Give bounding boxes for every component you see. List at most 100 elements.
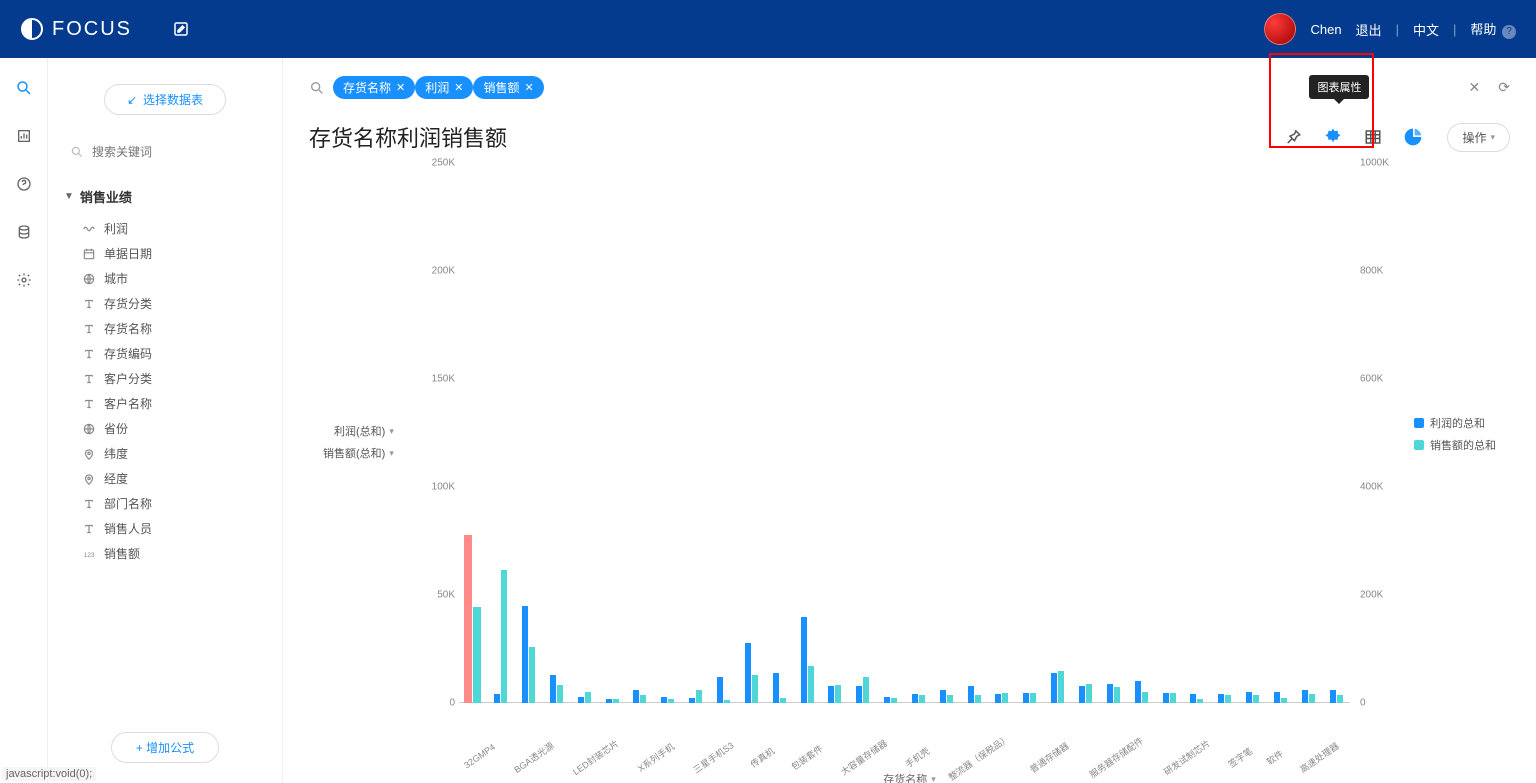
avatar[interactable] bbox=[1264, 13, 1296, 45]
x-label: 三星手机S3 bbox=[690, 739, 736, 777]
bar-group[interactable] bbox=[710, 163, 738, 703]
plot: 250K200K150K100K50K0 1000K800K600K400K20… bbox=[459, 163, 1350, 703]
bar-group[interactable] bbox=[626, 163, 654, 703]
tree-item[interactable]: 省份 bbox=[64, 416, 266, 441]
select-table-button[interactable]: ↙选择数据表 bbox=[104, 84, 226, 115]
bar-group[interactable] bbox=[877, 163, 905, 703]
edit-icon[interactable] bbox=[172, 20, 190, 38]
search-icon bbox=[70, 145, 84, 159]
bar-group[interactable] bbox=[1155, 163, 1183, 703]
chart-type-icon[interactable] bbox=[1403, 127, 1423, 147]
topbar: FOCUS Chen 退出 | 中文 | 帮助 ? bbox=[0, 0, 1536, 58]
bar-group[interactable] bbox=[487, 163, 515, 703]
bar-group[interactable] bbox=[988, 163, 1016, 703]
bar-group[interactable] bbox=[1183, 163, 1211, 703]
x-label: 研发试制芯片 bbox=[1161, 737, 1213, 779]
tree-item[interactable]: 单据日期 bbox=[64, 241, 266, 266]
legend-item-s1[interactable]: 利润的总和 bbox=[1414, 415, 1496, 431]
bar-group[interactable] bbox=[1266, 163, 1294, 703]
search-icon bbox=[309, 80, 325, 96]
bar-group[interactable] bbox=[905, 163, 933, 703]
tree-item[interactable]: 经度 bbox=[64, 466, 266, 491]
y-left-title[interactable]: 利润(总和)▾ bbox=[334, 423, 394, 439]
bar-group[interactable] bbox=[793, 163, 821, 703]
chevron-down-icon: ▾ bbox=[931, 774, 936, 783]
main: 存货名称✕利润✕销售额✕ ✕ ⟳ 存货名称利润销售额 图表属性 操作▾ 利润(总… bbox=[283, 58, 1536, 783]
tree-item[interactable]: 存货编码 bbox=[64, 341, 266, 366]
bar-group[interactable] bbox=[1127, 163, 1155, 703]
x-axis-title[interactable]: 存货名称▾ bbox=[883, 771, 936, 783]
bar-group[interactable] bbox=[849, 163, 877, 703]
operations-button[interactable]: 操作▾ bbox=[1447, 123, 1510, 152]
sidebar: ↙选择数据表 ▼销售业绩 利润单据日期城市存货分类存货名称存货编码客户分类客户名… bbox=[48, 58, 283, 783]
legend: 利润的总和 销售额的总和 bbox=[1414, 415, 1496, 459]
bar-group[interactable] bbox=[1099, 163, 1127, 703]
query-chip[interactable]: 销售额✕ bbox=[473, 76, 543, 99]
bar-group[interactable] bbox=[543, 163, 571, 703]
bar-group[interactable] bbox=[821, 163, 849, 703]
x-label: 32GMP4 bbox=[462, 742, 499, 773]
bar-group[interactable] bbox=[1044, 163, 1072, 703]
left-rail bbox=[0, 58, 48, 783]
username[interactable]: Chen bbox=[1310, 22, 1341, 37]
y-right-title[interactable]: 销售额(总和)▾ bbox=[323, 445, 394, 461]
tree-item[interactable]: 利润 bbox=[64, 216, 266, 241]
tree-item[interactable]: 部门名称 bbox=[64, 491, 266, 516]
chip-remove-icon[interactable]: ✕ bbox=[396, 81, 405, 94]
legend-item-s2[interactable]: 销售额的总和 bbox=[1414, 437, 1496, 453]
bar-group[interactable] bbox=[737, 163, 765, 703]
bar-group[interactable] bbox=[960, 163, 988, 703]
tree-item[interactable]: 123销售额 bbox=[64, 541, 266, 566]
x-label: X系列手机 bbox=[635, 740, 677, 775]
tree-group[interactable]: ▼销售业绩 bbox=[64, 187, 266, 206]
logout-link[interactable]: 退出 bbox=[1356, 20, 1382, 39]
table-view-icon[interactable] bbox=[1363, 127, 1383, 147]
rail-help-icon[interactable] bbox=[14, 174, 34, 194]
bar-group[interactable] bbox=[1211, 163, 1239, 703]
x-label: 签字笔 bbox=[1225, 744, 1255, 770]
refresh-icon[interactable]: ⟳ bbox=[1498, 79, 1510, 96]
caret-icon: ▼ bbox=[64, 191, 74, 202]
clear-query-icon[interactable]: ✕ bbox=[1469, 79, 1481, 96]
x-label: LED封装芯片 bbox=[570, 737, 621, 778]
tree-item[interactable]: 存货分类 bbox=[64, 291, 266, 316]
bar-group[interactable] bbox=[1239, 163, 1267, 703]
chip-remove-icon[interactable]: ✕ bbox=[454, 81, 463, 94]
rail-search-icon[interactable] bbox=[14, 78, 34, 98]
keyword-search[interactable] bbox=[62, 141, 268, 163]
bar-group[interactable] bbox=[1016, 163, 1044, 703]
lang-link[interactable]: 中文 bbox=[1413, 20, 1439, 39]
bar-group[interactable] bbox=[1072, 163, 1100, 703]
bar-group[interactable] bbox=[654, 163, 682, 703]
bar-group[interactable] bbox=[682, 163, 710, 703]
chart-settings-icon[interactable] bbox=[1323, 127, 1343, 147]
chip-remove-icon[interactable]: ✕ bbox=[524, 81, 533, 94]
add-formula-button[interactable]: + 增加公式 bbox=[111, 732, 219, 763]
help-link[interactable]: 帮助 ? bbox=[1470, 19, 1516, 39]
tree-item[interactable]: 客户名称 bbox=[64, 391, 266, 416]
bar-group[interactable] bbox=[932, 163, 960, 703]
bar-group[interactable] bbox=[570, 163, 598, 703]
bar-group[interactable] bbox=[1322, 163, 1350, 703]
logo[interactable]: FOCUS bbox=[20, 17, 132, 41]
tree-item[interactable]: 城市 bbox=[64, 266, 266, 291]
pin-icon[interactable] bbox=[1283, 127, 1303, 147]
bar-group[interactable] bbox=[1294, 163, 1322, 703]
bar-group[interactable] bbox=[459, 163, 487, 703]
tree-item[interactable]: 客户分类 bbox=[64, 366, 266, 391]
x-label: BGA透光源 bbox=[511, 739, 556, 776]
keyword-input[interactable] bbox=[92, 145, 260, 159]
tree-item[interactable]: 销售人员 bbox=[64, 516, 266, 541]
query-chip[interactable]: 存货名称✕ bbox=[333, 76, 415, 99]
rail-dashboard-icon[interactable] bbox=[14, 126, 34, 146]
rail-database-icon[interactable] bbox=[14, 222, 34, 242]
rail-settings-icon[interactable] bbox=[14, 270, 34, 290]
bar-group[interactable] bbox=[765, 163, 793, 703]
tree-item[interactable]: 纬度 bbox=[64, 441, 266, 466]
bar-group[interactable] bbox=[598, 163, 626, 703]
tree-item[interactable]: 存货名称 bbox=[64, 316, 266, 341]
svg-text:123: 123 bbox=[84, 551, 95, 558]
app-name: FOCUS bbox=[52, 18, 132, 41]
bar-group[interactable] bbox=[515, 163, 543, 703]
query-chip[interactable]: 利润✕ bbox=[415, 76, 473, 99]
